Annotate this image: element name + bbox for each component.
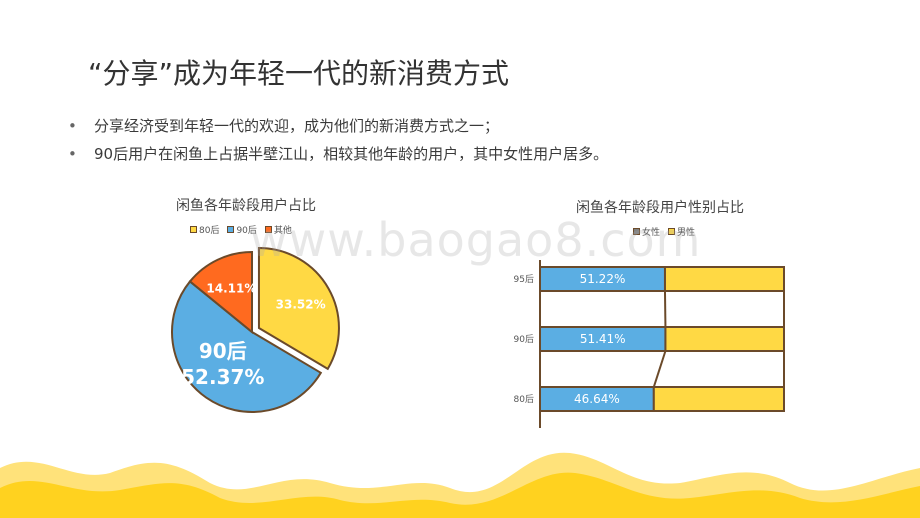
bar-chart-title: 闲鱼各年龄段用户性别占比 [576,200,744,216]
legend-label: 其他 [273,226,292,236]
legend-label: 男性 [677,228,696,238]
bar-value-label: 51.41% [580,332,626,346]
pie-value-label: 14.11% [206,282,256,296]
wave-front [0,472,920,518]
bar-value-label: 46.64% [574,392,620,406]
legend-label: 90后 [236,226,257,236]
series-connector-line [652,350,667,388]
legend-swatch [190,226,197,233]
bar-male [663,266,786,292]
bullet-item: 90后用户在闲鱼上占据半壁江山，相较其他年龄的用户，其中女性用户居多。 [68,142,608,170]
bar-chart: 95后 51.22% 90后 51.41% 80后 46.64% [514,260,786,428]
legend-swatch [633,228,640,235]
legend-swatch [668,228,676,235]
pie-value-label: 52.37% [181,365,264,389]
bar-female [539,326,667,352]
category-tick-label: 80后 [514,394,534,405]
pie-slice [188,250,253,335]
pie-legend: 80后 90后 其他 [190,223,292,236]
pie-value-label: 33.52% [276,297,326,311]
bar-value-label: 51.22% [580,272,626,286]
watermark: www.baogao8.com [250,213,702,267]
pie-category-label: 90后 [199,339,247,363]
pie-chart-title: 闲鱼各年龄段用户占比 [176,198,316,214]
bullet-list: 分享经济受到年轻一代的欢迎，成为他们的新消费方式之一； 90后用户在闲鱼上占据半… [68,114,608,170]
category-tick-label: 95后 [514,274,534,285]
slide-title: “分享”成为年轻一代的新消费方式 [88,57,510,90]
legend-swatch [264,226,272,233]
pie-legend-item: 90后 [227,223,257,236]
bar-female [539,266,666,292]
pie-slice [257,247,340,371]
bar-legend-item: 男性 [668,225,695,238]
bar-legend: 女性 男性 [633,225,695,238]
bottom-wave-decoration [0,452,920,518]
bar-legend-item: 女性 [633,225,660,238]
bullet-item: 分享经济受到年轻一代的欢迎，成为他们的新消费方式之一； [68,114,608,142]
legend-swatch [227,226,235,233]
legend-label: 女性 [642,228,661,238]
legend-label: 80后 [199,226,220,236]
pie-legend-item: 其他 [264,223,292,236]
pie-slice [171,280,323,413]
bar-female [539,386,655,412]
pie-legend-item: 80后 [190,223,219,236]
bar-male [664,326,785,352]
bar-male [652,386,785,412]
category-tick-label: 90后 [514,334,534,345]
